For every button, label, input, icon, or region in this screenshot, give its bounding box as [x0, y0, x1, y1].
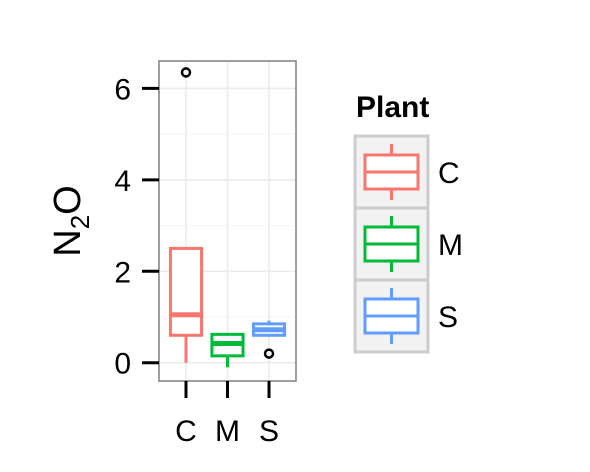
- outlier-point: [263, 348, 275, 359]
- y-axis: 0 2 4 6: [114, 73, 159, 381]
- x-tick-label: C: [175, 415, 197, 448]
- legend-item-M: M: [353, 206, 463, 282]
- legend-item-C: C: [353, 134, 460, 210]
- legend-label: S: [438, 301, 458, 334]
- legend-item-S: S: [353, 278, 458, 354]
- box-M: [210, 332, 245, 368]
- outlier-point: [180, 67, 192, 78]
- y-tick-label: 0: [114, 348, 131, 381]
- y-axis-title-tail: O: [47, 185, 89, 215]
- y-tick-label: 6: [114, 73, 131, 106]
- y-axis-title-main: N: [47, 229, 89, 256]
- y-axis-title: N2O: [47, 185, 95, 256]
- boxes-layer: [168, 67, 287, 368]
- x-tick-label: M: [215, 415, 240, 448]
- legend-title: Plant: [356, 91, 429, 124]
- legend: C M S: [353, 134, 463, 354]
- y-tick-label: 4: [114, 165, 131, 198]
- legend-label: C: [438, 157, 460, 190]
- legend-label: M: [438, 229, 463, 262]
- box-C: [168, 67, 204, 363]
- x-tick-label: S: [259, 415, 279, 448]
- box-S: [251, 320, 287, 359]
- y-axis-title-sub: 2: [65, 215, 95, 229]
- y-tick-label: 2: [114, 256, 131, 289]
- box-body: [168, 246, 204, 337]
